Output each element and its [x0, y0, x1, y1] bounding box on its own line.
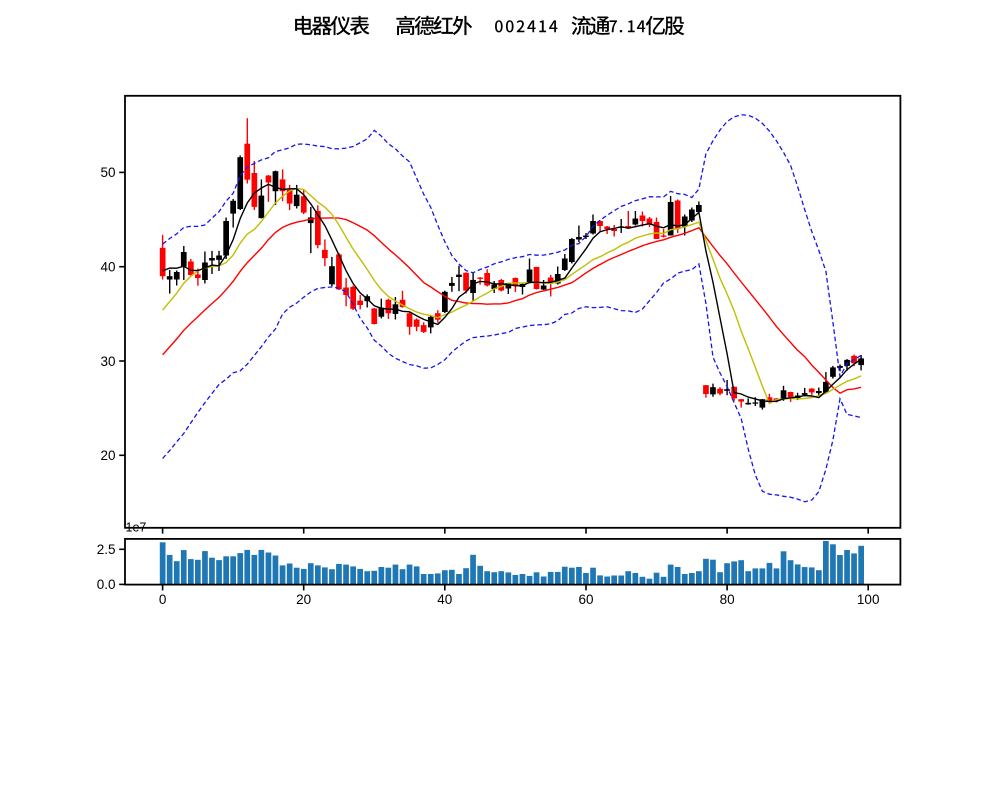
- svg-text:20: 20: [100, 448, 115, 463]
- svg-text:2.5: 2.5: [97, 542, 116, 557]
- svg-text:40: 40: [437, 592, 452, 607]
- svg-text:40: 40: [100, 260, 115, 275]
- svg-text:20: 20: [296, 592, 311, 607]
- svg-text:0: 0: [159, 592, 167, 607]
- svg-text:80: 80: [720, 592, 735, 607]
- svg-text:0.0: 0.0: [97, 577, 116, 592]
- svg-text:60: 60: [578, 592, 593, 607]
- svg-text:30: 30: [100, 354, 115, 369]
- svg-text:50: 50: [100, 165, 115, 180]
- svg-text:100: 100: [857, 592, 880, 607]
- svg-text:1e7: 1e7: [126, 521, 147, 535]
